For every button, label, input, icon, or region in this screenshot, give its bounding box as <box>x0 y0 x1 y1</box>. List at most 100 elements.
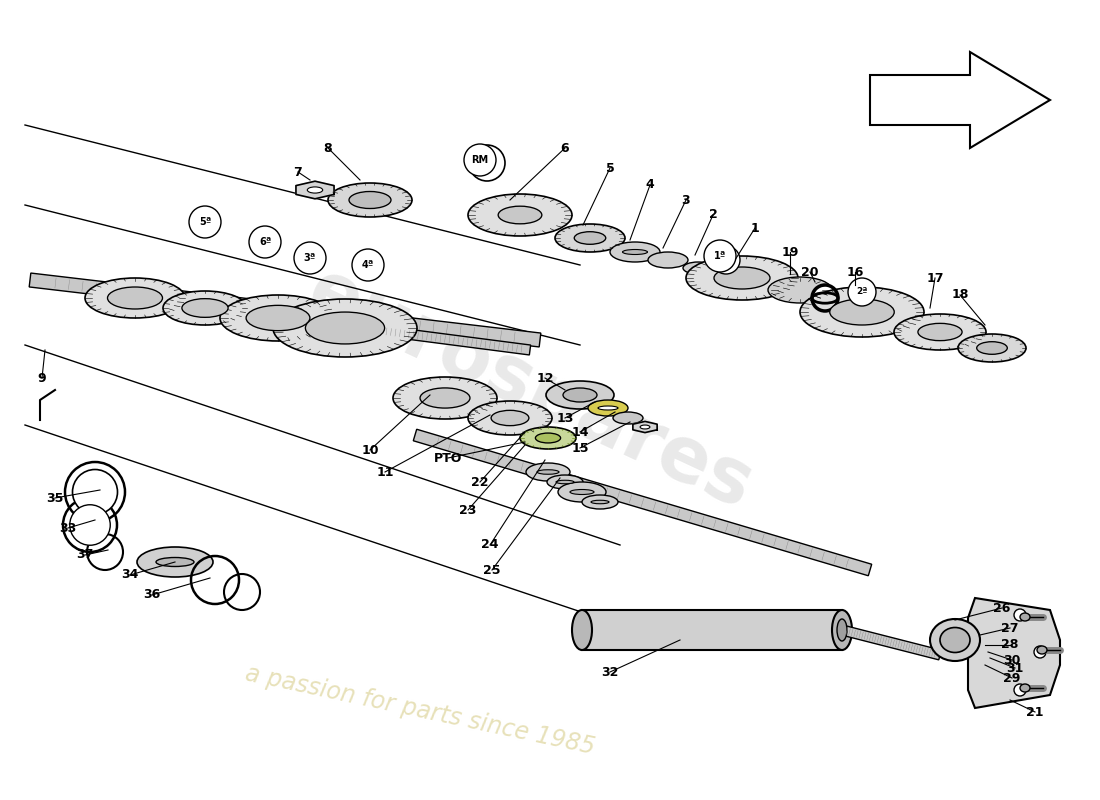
Text: 30: 30 <box>1003 654 1021 666</box>
Ellipse shape <box>623 250 648 254</box>
Ellipse shape <box>613 412 644 424</box>
Polygon shape <box>30 273 541 347</box>
Ellipse shape <box>547 475 583 489</box>
Text: 18: 18 <box>952 289 969 302</box>
Ellipse shape <box>1020 613 1030 621</box>
Ellipse shape <box>574 232 606 244</box>
Text: 24: 24 <box>482 538 498 551</box>
Ellipse shape <box>1037 646 1047 654</box>
Text: 1ª: 1ª <box>720 255 732 265</box>
Polygon shape <box>414 430 871 576</box>
Circle shape <box>73 470 118 514</box>
Ellipse shape <box>640 425 650 429</box>
Ellipse shape <box>648 252 688 268</box>
Circle shape <box>1014 684 1026 696</box>
Text: 16: 16 <box>846 266 864 278</box>
Text: 17: 17 <box>926 271 944 285</box>
Text: 22: 22 <box>471 475 488 489</box>
Ellipse shape <box>894 314 986 350</box>
Text: 3ª: 3ª <box>304 253 316 263</box>
Circle shape <box>464 144 496 176</box>
Ellipse shape <box>220 295 336 341</box>
Ellipse shape <box>610 242 660 262</box>
Ellipse shape <box>163 291 248 325</box>
Ellipse shape <box>940 627 970 653</box>
Ellipse shape <box>85 278 185 318</box>
Text: 6ª: 6ª <box>258 237 271 247</box>
Ellipse shape <box>588 400 628 416</box>
Text: 20: 20 <box>801 266 818 278</box>
Ellipse shape <box>526 463 570 481</box>
Ellipse shape <box>582 495 618 509</box>
Ellipse shape <box>800 287 924 337</box>
Text: 36: 36 <box>143 589 161 602</box>
Text: 25: 25 <box>483 563 500 577</box>
Text: 9: 9 <box>37 371 46 385</box>
Ellipse shape <box>520 427 576 449</box>
Text: 29: 29 <box>1003 671 1021 685</box>
Ellipse shape <box>829 299 894 325</box>
Ellipse shape <box>683 262 713 274</box>
Ellipse shape <box>108 287 163 309</box>
Text: 14: 14 <box>571 426 588 438</box>
Text: 1ª: 1ª <box>714 251 726 261</box>
Text: eurospares: eurospares <box>296 254 764 526</box>
Text: 2ª: 2ª <box>856 287 868 297</box>
Text: 1: 1 <box>750 222 759 234</box>
Ellipse shape <box>977 342 1008 354</box>
Ellipse shape <box>491 410 529 426</box>
Circle shape <box>704 240 736 272</box>
Text: 3: 3 <box>682 194 691 206</box>
Ellipse shape <box>537 470 559 474</box>
Circle shape <box>294 242 326 274</box>
Ellipse shape <box>598 406 618 410</box>
Ellipse shape <box>917 323 962 341</box>
Text: 4ª: 4ª <box>362 260 374 270</box>
Text: RM: RM <box>472 155 488 165</box>
Text: 7: 7 <box>294 166 302 178</box>
Circle shape <box>1014 609 1026 621</box>
Text: PTO: PTO <box>433 451 462 465</box>
Ellipse shape <box>563 388 597 402</box>
Text: 12: 12 <box>537 371 553 385</box>
Circle shape <box>1034 646 1046 658</box>
Text: 5ª: 5ª <box>199 217 211 227</box>
Polygon shape <box>840 625 942 660</box>
Ellipse shape <box>498 206 542 224</box>
Text: 32: 32 <box>602 666 618 678</box>
Polygon shape <box>296 182 334 198</box>
Ellipse shape <box>306 312 385 344</box>
Ellipse shape <box>246 306 310 330</box>
Text: 34: 34 <box>121 569 139 582</box>
Text: 28: 28 <box>1001 638 1019 651</box>
Ellipse shape <box>572 610 592 650</box>
Ellipse shape <box>686 256 798 300</box>
Text: 21: 21 <box>1026 706 1044 718</box>
Text: 11: 11 <box>376 466 394 478</box>
Ellipse shape <box>1020 684 1030 692</box>
Ellipse shape <box>768 277 832 303</box>
Ellipse shape <box>349 191 390 209</box>
Ellipse shape <box>328 183 412 217</box>
Text: 27: 27 <box>1001 622 1019 634</box>
Text: 31: 31 <box>1006 662 1024 674</box>
Text: a passion for parts since 1985: a passion for parts since 1985 <box>243 661 597 759</box>
Ellipse shape <box>156 558 194 566</box>
Circle shape <box>69 505 110 546</box>
Ellipse shape <box>930 619 980 661</box>
Ellipse shape <box>182 298 228 318</box>
Ellipse shape <box>536 433 561 443</box>
Ellipse shape <box>468 401 552 435</box>
Text: 35: 35 <box>46 491 64 505</box>
Text: 26: 26 <box>993 602 1011 614</box>
Ellipse shape <box>546 381 614 409</box>
Ellipse shape <box>837 619 847 641</box>
Circle shape <box>189 206 221 238</box>
Ellipse shape <box>273 299 417 357</box>
Circle shape <box>848 278 876 306</box>
Polygon shape <box>632 422 657 433</box>
Text: 10: 10 <box>361 443 378 457</box>
Ellipse shape <box>832 610 852 650</box>
Text: 33: 33 <box>59 522 77 534</box>
Text: 4: 4 <box>646 178 654 191</box>
